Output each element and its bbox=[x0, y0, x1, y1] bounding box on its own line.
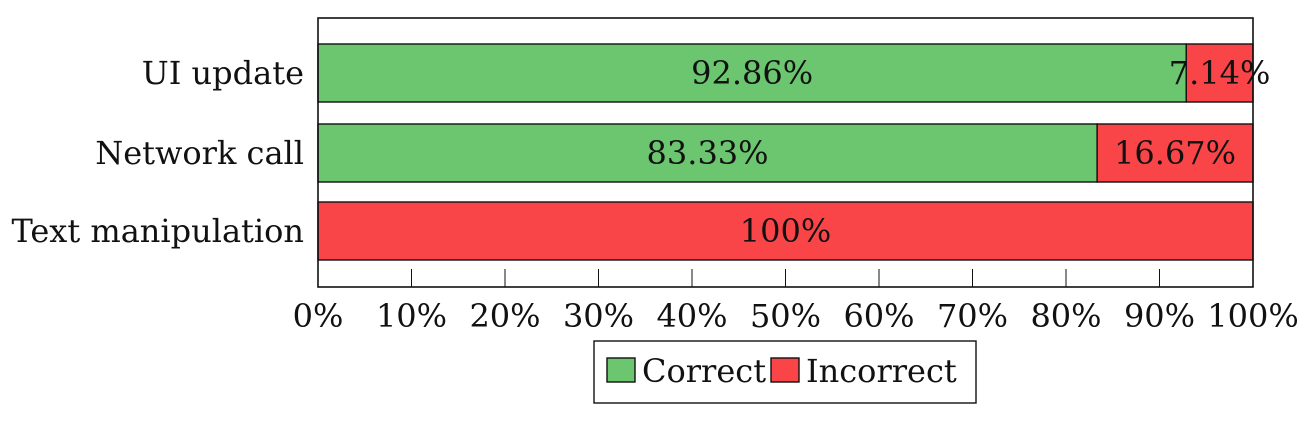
bars-layer bbox=[317, 43, 1254, 261]
x-tick-label: 10% bbox=[376, 297, 447, 335]
value-label-correct-2: 83.33% bbox=[647, 134, 769, 172]
category-label: Network call bbox=[95, 134, 304, 172]
x-tick-label: 90% bbox=[1124, 297, 1195, 335]
value-label-incorrect-2: 16.67% bbox=[1114, 134, 1236, 172]
x-tick-label: 20% bbox=[469, 297, 540, 335]
x-tick-label: 50% bbox=[750, 297, 821, 335]
bar-incorrect-3 bbox=[317, 201, 1254, 261]
x-tick-label: 30% bbox=[563, 297, 634, 335]
bar-incorrect-1 bbox=[1185, 43, 1254, 103]
category-label: UI update bbox=[142, 54, 304, 92]
x-tick-label: 60% bbox=[843, 297, 914, 335]
value-label-incorrect-1: 7.14% bbox=[1169, 54, 1271, 92]
bar-correct-2 bbox=[317, 123, 1098, 183]
x-tick-label: 80% bbox=[1030, 297, 1101, 335]
legend-swatch-incorrect bbox=[770, 357, 800, 383]
x-tick-label: 70% bbox=[937, 297, 1008, 335]
category-label: Text manipulation bbox=[11, 212, 304, 250]
x-tick-label: 40% bbox=[656, 297, 727, 335]
y-axis: UI update Network call Text manipulation bbox=[11, 54, 304, 250]
x-tick-label: 100% bbox=[1207, 297, 1298, 335]
value-label-correct-1: 92.86% bbox=[691, 54, 813, 92]
x-tick-label: 0% bbox=[293, 297, 344, 335]
legend-label-incorrect: Incorrect bbox=[806, 352, 957, 390]
x-axis: 0% 10% 20% 30% 40% 50% 60% 70% 80% 90% 100% bbox=[293, 269, 1299, 335]
legend: Correct Incorrect bbox=[593, 340, 977, 404]
value-label-incorrect-3: 100% bbox=[740, 212, 831, 250]
value-labels-layer: 92.86% 7.14% 83.33% 16.67% 100% bbox=[647, 54, 1271, 250]
legend-label-correct: Correct bbox=[642, 352, 766, 390]
bar-correct-1 bbox=[317, 43, 1187, 103]
legend-swatch-correct bbox=[606, 357, 636, 383]
